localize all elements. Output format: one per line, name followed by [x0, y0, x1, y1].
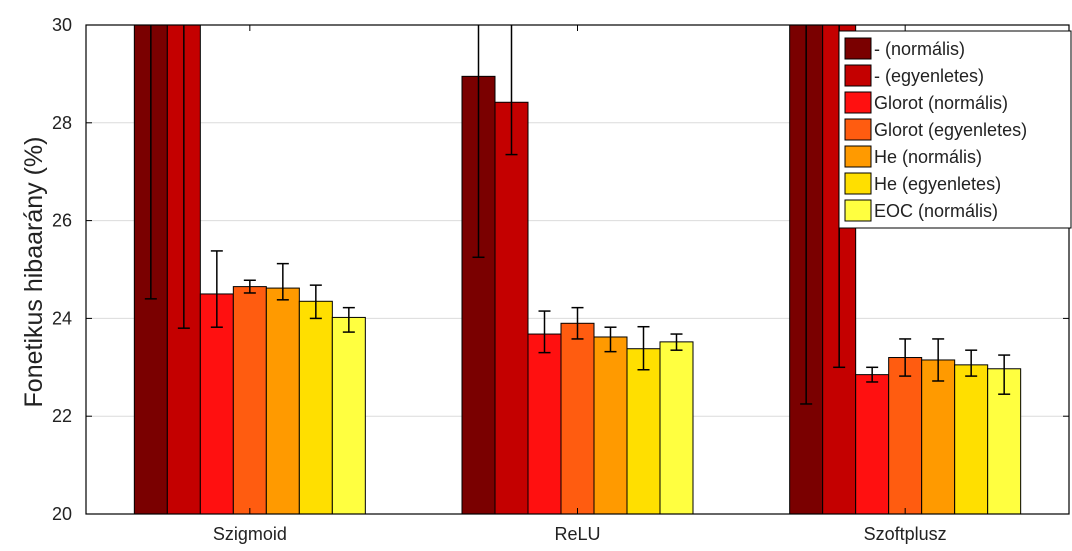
legend-swatch [844, 145, 872, 168]
bar [560, 322, 595, 515]
legend-label: Glorot (egyenletes) [874, 120, 1027, 140]
error-bar [604, 326, 617, 353]
legend-swatch [844, 199, 872, 222]
error-bar [965, 349, 978, 377]
error-bar [670, 333, 683, 351]
error-bar [505, 25, 518, 156]
bar [855, 374, 890, 515]
error-bar [866, 366, 879, 383]
bar [593, 336, 628, 515]
legend-swatch [844, 91, 872, 114]
y-tick-label: 24 [52, 308, 72, 328]
y-tick-label: 22 [52, 406, 72, 426]
error-bar [800, 25, 813, 405]
error-bar [472, 25, 485, 259]
legend-item: EOC (normális) [844, 199, 998, 222]
error-bar [637, 325, 650, 371]
plot-frame [85, 24, 1070, 515]
y-tick-label: 20 [52, 504, 72, 524]
legend-swatch [844, 172, 872, 195]
legend-item: He (egyenletes) [844, 172, 1001, 195]
legend-item: Glorot (normális) [844, 91, 1008, 114]
legend-swatch [844, 37, 872, 60]
error-bar [571, 306, 584, 340]
error-bar [243, 279, 256, 294]
bar [331, 316, 366, 515]
bar [954, 364, 989, 515]
legend-label: He (normális) [874, 147, 982, 167]
bar [494, 101, 529, 515]
bar [921, 359, 956, 515]
legend-label: - (normális) [874, 39, 965, 59]
axes: Szigmoid ReLU Szoftplusz 20 22 24 26 28 30 [52, 15, 1070, 544]
error-bar [998, 354, 1011, 395]
legend-swatch [844, 118, 872, 141]
legend-box [838, 30, 1072, 229]
legend-label: He (egyenletes) [874, 174, 1001, 194]
error-bars [144, 25, 1011, 405]
x-tick-label: Szoftplusz [864, 524, 947, 544]
error-bar [899, 338, 912, 377]
error-bar [210, 250, 223, 328]
error-bar [276, 262, 289, 301]
y-tick-label: 30 [52, 15, 72, 35]
bar [265, 287, 300, 515]
bar [888, 357, 923, 515]
error-bar [177, 25, 190, 329]
bar [232, 286, 267, 515]
legend-swatch [844, 64, 872, 87]
legend-item: He (normális) [844, 145, 982, 168]
legend-label: Glorot (normális) [874, 93, 1008, 113]
bar [527, 333, 562, 515]
x-tick-label: Szigmoid [213, 524, 287, 544]
x-tick-label: ReLU [554, 524, 600, 544]
error-bar [342, 306, 355, 333]
legend: - (normális) - (egyenletes) Glorot (normál… [838, 30, 1072, 229]
bar [626, 348, 661, 515]
error-bar [932, 338, 945, 382]
y-tick-label: 28 [52, 113, 72, 133]
legend-label: EOC (normális) [874, 201, 998, 221]
legend-item: Glorot (egyenletes) [844, 118, 1027, 141]
bar [298, 300, 333, 515]
y-axis-title: Fonetikus hibaarány (%) [20, 137, 48, 408]
error-bar [309, 284, 322, 320]
error-bar [144, 25, 157, 300]
legend-item: - (normális) [844, 37, 965, 60]
legend-item: - (egyenletes) [844, 64, 984, 87]
legend-label: - (egyenletes) [874, 66, 984, 86]
error-bar [538, 310, 551, 354]
bar [659, 341, 694, 515]
y-tick-label: 26 [52, 211, 72, 231]
